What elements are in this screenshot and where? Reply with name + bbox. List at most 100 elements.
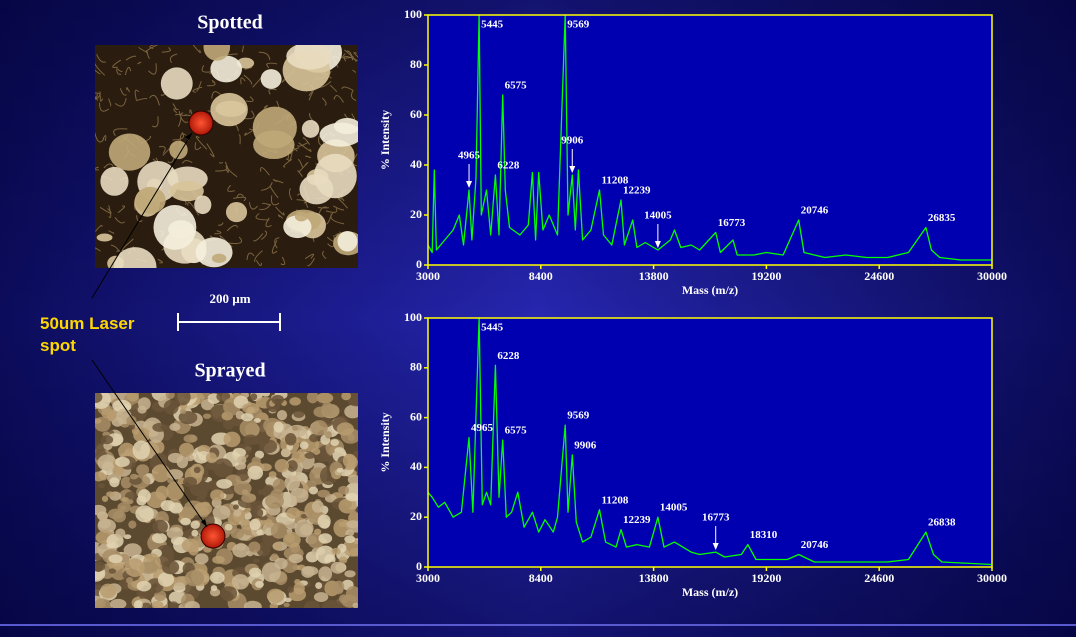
grain	[108, 554, 122, 563]
crystal	[212, 254, 226, 263]
grain	[250, 393, 257, 400]
x-tick-label: 30000	[977, 571, 1007, 585]
grain	[272, 395, 284, 405]
grain	[331, 562, 345, 574]
crystal	[337, 231, 357, 251]
grain	[304, 452, 315, 459]
grain	[100, 435, 113, 444]
scale-label: 200 µm	[209, 291, 250, 306]
laser-label-line: spot	[40, 336, 76, 355]
crystal	[302, 120, 319, 138]
peak-label: 16773	[702, 512, 730, 524]
grain	[206, 452, 217, 463]
grain	[138, 397, 151, 410]
grain	[98, 483, 105, 488]
grain	[292, 426, 298, 431]
grain	[318, 514, 331, 528]
grain	[286, 507, 300, 519]
grain	[316, 393, 333, 404]
grain	[195, 553, 209, 564]
grain	[315, 582, 322, 589]
grain	[312, 500, 324, 512]
grain	[349, 510, 356, 516]
peak-label: 9569	[567, 410, 590, 422]
crystal	[153, 205, 196, 250]
grain	[311, 420, 328, 435]
grain	[118, 447, 126, 454]
grain	[318, 533, 332, 543]
grain	[289, 397, 301, 406]
grain	[152, 533, 167, 544]
grain	[353, 603, 359, 609]
grain	[152, 423, 166, 432]
grain	[343, 454, 357, 468]
laser-label-line: 50um Laser	[40, 314, 135, 333]
peak-label: 5445	[481, 322, 504, 334]
grain	[167, 479, 174, 484]
grain	[194, 467, 201, 473]
grain	[125, 558, 145, 577]
grain	[346, 520, 359, 528]
peak-label: 26838	[928, 517, 956, 529]
grain	[152, 464, 171, 482]
grain	[233, 448, 246, 457]
spectrum-chart: 3000840013800192002460030000020406080100…	[378, 7, 1007, 297]
grain	[332, 587, 343, 595]
peak-label: 6228	[497, 350, 520, 362]
y-tick-label: 20	[410, 207, 422, 221]
image-title: Spotted	[197, 12, 263, 34]
grain	[211, 585, 217, 591]
peak-label: 5445	[481, 19, 504, 31]
grain	[249, 568, 261, 578]
grain	[262, 562, 281, 582]
grain	[316, 546, 335, 564]
grain	[287, 586, 294, 592]
crystal	[286, 43, 332, 70]
micrograph-sprayed	[86, 385, 366, 617]
grain	[242, 403, 259, 414]
grain	[265, 519, 273, 527]
grain	[248, 542, 260, 553]
grain	[198, 489, 207, 498]
grain	[182, 539, 199, 553]
y-tick-label: 0	[416, 257, 422, 271]
grain	[258, 489, 265, 495]
grain	[174, 582, 186, 590]
peak-label: 20746	[801, 539, 829, 551]
grain	[233, 510, 241, 517]
grain	[314, 592, 328, 602]
grain	[185, 570, 204, 586]
grain	[234, 481, 252, 495]
crystal	[261, 69, 282, 89]
plot-area	[428, 15, 992, 265]
grain	[115, 457, 130, 467]
grain	[110, 599, 126, 609]
x-tick-label: 19200	[751, 571, 781, 585]
grain	[225, 524, 233, 531]
grain	[203, 413, 211, 418]
grain	[251, 508, 263, 518]
grain	[243, 434, 258, 445]
grain	[281, 449, 291, 458]
grain	[252, 457, 261, 466]
grain	[344, 570, 355, 577]
peak-label: 4965	[458, 150, 481, 162]
grain	[259, 439, 277, 453]
peak-label: 11208	[601, 494, 628, 506]
grain	[180, 518, 191, 526]
crystal	[196, 237, 233, 267]
grain	[233, 504, 239, 509]
grain	[169, 502, 183, 513]
x-tick-label: 24600	[864, 571, 894, 585]
crystal	[109, 133, 151, 170]
grain	[300, 441, 309, 449]
crystal	[135, 187, 166, 214]
x-tick-label: 30000	[977, 269, 1007, 283]
grain	[138, 489, 151, 502]
x-tick-label: 8400	[529, 571, 553, 585]
grain	[120, 505, 126, 510]
grain	[224, 432, 241, 448]
peak-label: 14005	[660, 502, 688, 514]
peak-label: 12239	[623, 514, 651, 526]
grain	[301, 566, 314, 578]
